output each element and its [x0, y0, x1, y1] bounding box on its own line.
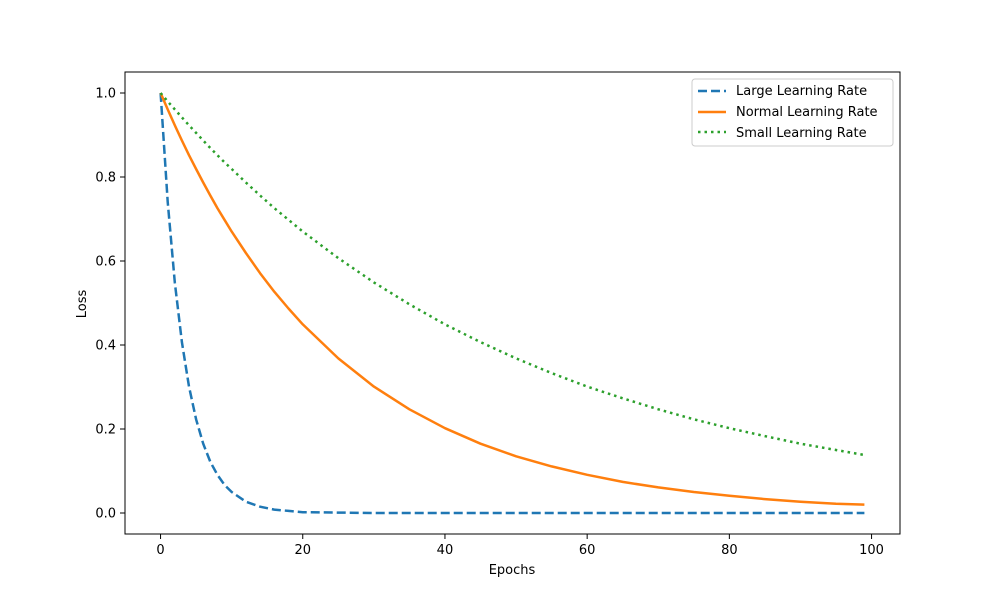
plot-frame — [124, 71, 901, 535]
legend-label-large: Large Learning Rate — [736, 84, 867, 99]
legend-label-small: Small Learning Rate — [736, 126, 867, 141]
x-tick-label: 100 — [859, 543, 884, 558]
x-tick-label: 80 — [721, 543, 738, 558]
y-tick-label: 0.0 — [95, 507, 116, 522]
x-tick-label: 20 — [294, 543, 311, 558]
y-tick-label: 0.4 — [95, 339, 116, 354]
y-tick-label: 0.2 — [95, 423, 116, 438]
legend: Large Learning Rate Normal Learning Rate… — [691, 78, 894, 147]
y-axis-ticks: 0.0 0.2 0.4 0.6 0.8 1.0 — [95, 87, 125, 522]
y-axis-label: Loss — [75, 290, 90, 319]
series-layer — [159, 92, 865, 515]
series-line-normal — [159, 92, 865, 506]
series-line-large — [159, 92, 865, 515]
x-axis-label: Epochs — [489, 563, 536, 578]
y-tick-label: 0.6 — [95, 255, 116, 270]
y-tick-label: 0.8 — [95, 171, 116, 186]
x-axis-ticks: 0 20 40 60 80 100 — [156, 534, 884, 558]
x-tick-label: 40 — [437, 543, 454, 558]
x-tick-label: 0 — [156, 543, 164, 558]
legend-box — [691, 78, 894, 147]
series-line-small — [159, 92, 865, 457]
x-tick-label: 60 — [579, 543, 596, 558]
y-tick-label: 1.0 — [95, 87, 116, 102]
legend-label-normal: Normal Learning Rate — [736, 105, 878, 120]
